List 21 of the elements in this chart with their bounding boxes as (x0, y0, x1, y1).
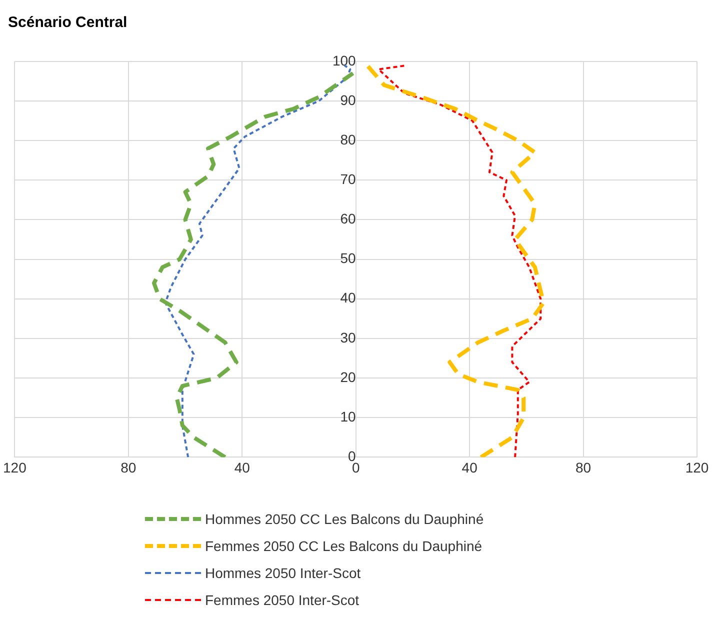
y-tick-label: 40 (340, 290, 356, 306)
x-tick-label: 80 (120, 459, 136, 476)
y-tick-label: 90 (340, 92, 356, 108)
legend-label: Hommes 2050 Inter-Scot (205, 564, 361, 580)
chart-title: Scénario Central (8, 14, 128, 31)
y-tick-label: 70 (340, 171, 356, 187)
legend-label: Femmes 2050 Inter-Scot (205, 592, 360, 608)
y-tick-label: 80 (340, 131, 356, 148)
x-tick-label: 40 (234, 459, 250, 476)
x-tick-label: 40 (462, 459, 478, 476)
y-tick-label: 100 (332, 52, 356, 68)
x-tick-label: 120 (685, 459, 709, 476)
legend-label: Femmes 2050 CC Les Balcons du Dauphiné (205, 538, 482, 554)
y-tick-label: 60 (340, 210, 356, 227)
legend-label: Hommes 2050 CC Les Balcons du Dauphiné (205, 510, 484, 526)
y-tick-label: 50 (340, 250, 356, 266)
y-tick-label: 20 (340, 368, 356, 385)
x-tick-label: 120 (3, 459, 27, 476)
x-tick-label: 80 (575, 459, 592, 476)
y-tick-label: 30 (340, 329, 356, 346)
y-tick-label: 10 (340, 408, 356, 424)
